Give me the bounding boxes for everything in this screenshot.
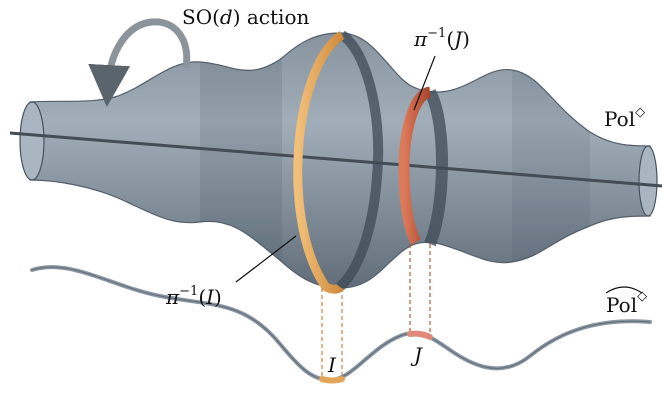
so-action-label: SO(d) action xyxy=(182,5,309,29)
so-action-arrow xyxy=(88,18,191,107)
pol-label: Pol◇ xyxy=(604,105,645,131)
interval-j-segment xyxy=(407,330,433,340)
quotient-curve-outline xyxy=(31,266,651,381)
right-end-cap xyxy=(638,145,658,217)
preimage-i-ring-back xyxy=(336,30,384,291)
preimage-j-ring-back xyxy=(424,89,448,247)
svg-text:Pol◇: Pol◇ xyxy=(606,289,647,317)
preimage-i-label: π−1(I) xyxy=(165,284,222,309)
preimage-j-label: π−1(J) xyxy=(413,26,470,51)
interval-i-segment xyxy=(319,376,345,384)
preimage-i-leader xyxy=(235,235,297,283)
interval-j-label: J xyxy=(410,343,423,367)
left-end-cap xyxy=(19,101,45,181)
surface-shading-right xyxy=(512,70,590,262)
pol-quotient-label: Pol◇ xyxy=(605,286,647,317)
preimage-i-ring xyxy=(293,31,345,294)
rotation-axis xyxy=(9,131,662,188)
surface-shading xyxy=(200,58,282,262)
interval-i-label: I xyxy=(327,353,337,377)
quotient-hat xyxy=(605,286,643,294)
preimage-j-leader xyxy=(413,55,436,111)
